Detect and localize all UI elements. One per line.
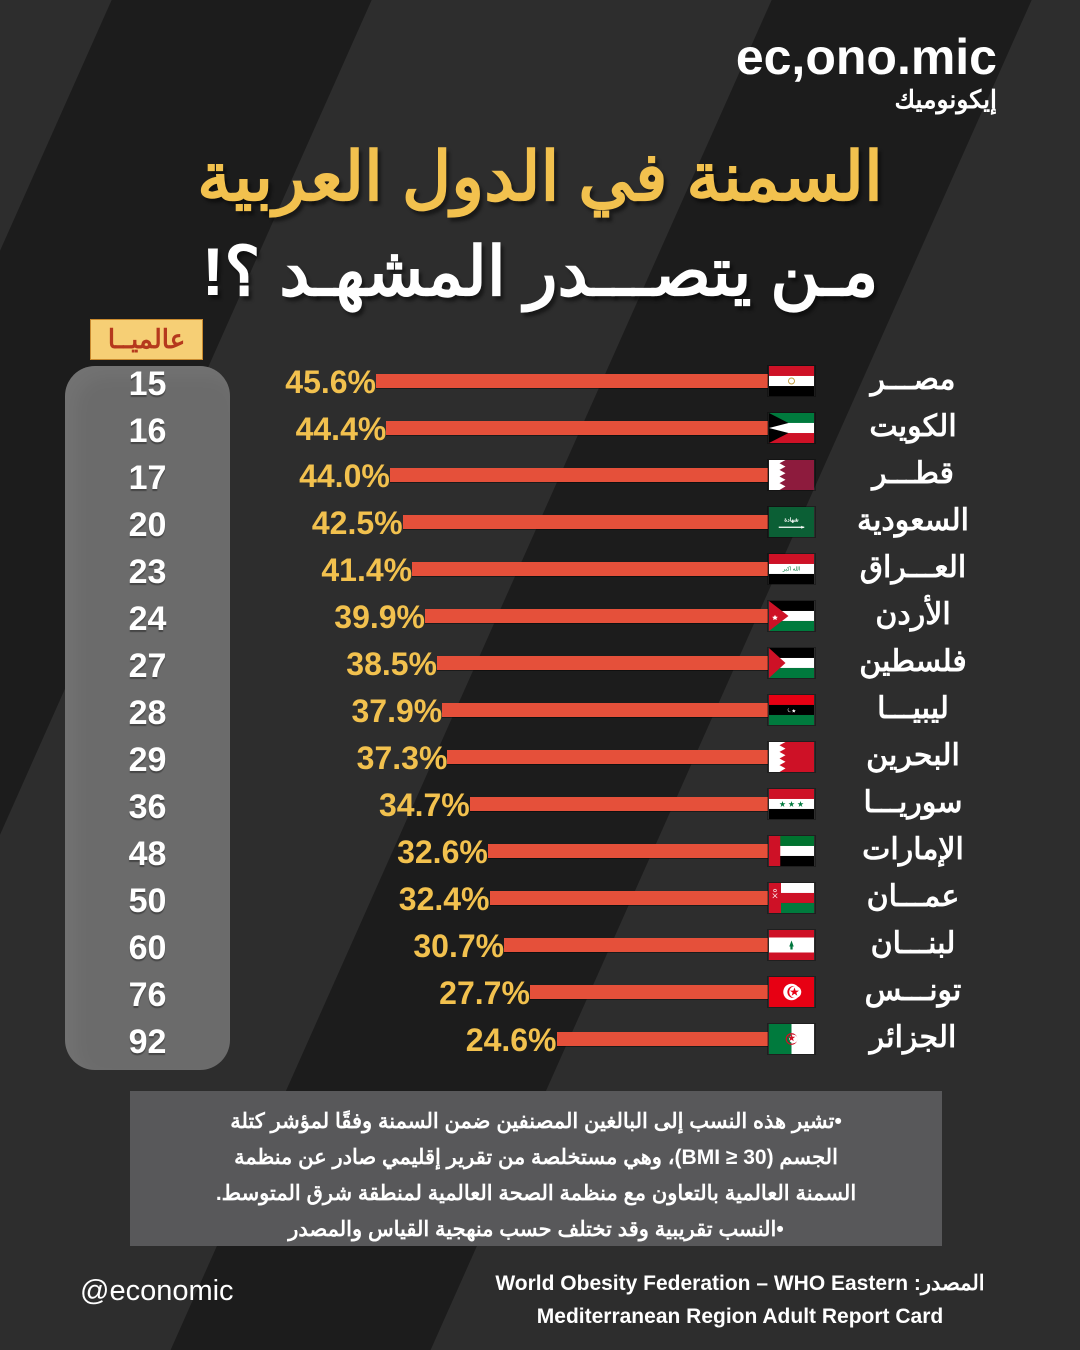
svg-text:شهادة: شهادة [784,516,799,523]
svg-text:الله اكبر: الله اكبر [782,567,801,573]
